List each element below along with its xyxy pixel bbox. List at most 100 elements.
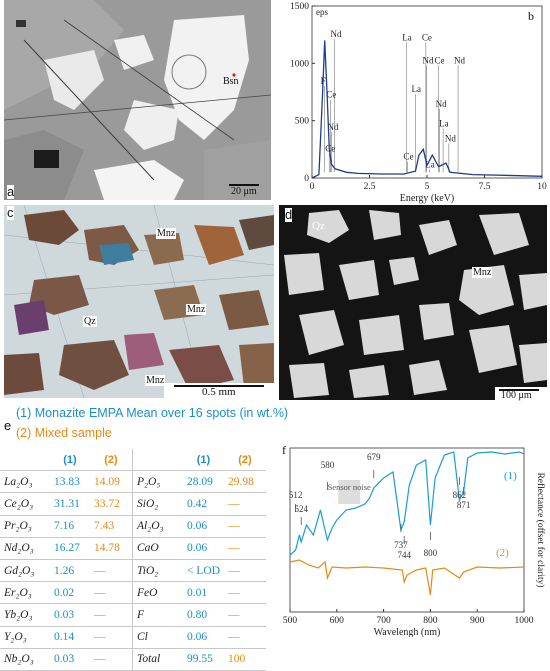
- value-monazite: 0.01: [183, 581, 224, 605]
- annotation-label: 800: [424, 548, 438, 558]
- panel-tag-d: d: [285, 207, 293, 222]
- value-mixed: —: [224, 626, 266, 649]
- value-monazite: 0.02: [50, 581, 90, 605]
- value-monazite: 0.42: [183, 492, 224, 516]
- series-1-line: [289, 451, 525, 556]
- oxide-name: Gd₂O₃: [0, 559, 50, 583]
- value-monazite: 13.83: [50, 470, 90, 494]
- annotation-label: 512: [289, 490, 303, 500]
- series-2-label: (2): [496, 547, 509, 559]
- plot-area: [289, 447, 525, 613]
- bsn-label: Bsn: [223, 76, 239, 87]
- oxide-name: TiO₂: [132, 559, 183, 583]
- reflectance-chart: 500 600 700 800 900 1000 Wavelengh (nm) Reflect…: [282, 443, 546, 638]
- table-row: Er₂O₃ 0.02— FeO 0.01—: [0, 581, 266, 605]
- y-tick-label: 500: [295, 117, 310, 127]
- peak-label: La: [425, 160, 435, 170]
- panel-c-optical-image: Mnz Mnz Qz Mnz 0.5 mm c: [3, 204, 275, 399]
- value-monazite: 31.31: [50, 492, 90, 516]
- table-row: Y₂O₃ 0.14— Cl 0.06—: [0, 626, 266, 649]
- value-mixed: 7.43: [90, 515, 133, 538]
- x-tick-label: 10: [537, 182, 547, 192]
- peak-label: Nd: [328, 122, 339, 132]
- x-tick-label: 1000: [515, 616, 534, 626]
- oxide-name: Al₂O₃: [132, 515, 183, 538]
- value-monazite: 16.27: [50, 537, 90, 560]
- value-monazite: 0.06: [183, 626, 224, 649]
- spectrum-line: [311, 40, 543, 179]
- scale-bar-d: [499, 389, 539, 391]
- panel-a-bse-image: Bsn 20 μm a: [3, 0, 272, 200]
- oxide-name: Pr₂O₃: [0, 515, 50, 538]
- value-mixed: —: [90, 626, 133, 649]
- oxide-name: Cl: [132, 626, 183, 649]
- value-mixed: —: [90, 648, 133, 671]
- peak-label: Nd: [436, 99, 447, 109]
- value-mixed: —: [90, 603, 133, 627]
- annotation-label: 737: [394, 540, 408, 550]
- bse-image-a: [3, 0, 272, 200]
- col-header-2-right: (2): [224, 449, 266, 472]
- series-1-label: (1): [504, 470, 517, 482]
- value-monazite: 0.80: [183, 603, 224, 627]
- panel-tag-b: b: [528, 9, 534, 23]
- table-row: Nb₂O₃ 0.03— Total 99.55 100: [0, 648, 266, 671]
- table-row: Nd₂O₃ 16.27 14.78 CaO 0.06—: [0, 537, 266, 560]
- oxide-name: F: [132, 603, 183, 627]
- value-monazite: 0.03: [50, 603, 90, 627]
- oxide-name: SiO₂: [132, 492, 183, 516]
- oxide-name: Y₂O₃: [0, 626, 50, 649]
- oxide-name: Nd₂O₃: [0, 537, 50, 560]
- table-row: Yb₂O₃ 0.03— F 0.80—: [0, 603, 266, 627]
- x-tick-label: 5: [425, 182, 430, 192]
- legend-monazite-empa: (1) Monazite EMPA Mean over 16 spots (in…: [16, 406, 289, 420]
- value-monazite: 28.09: [183, 470, 224, 494]
- panel-d-bse-grains: Qz Mnz 100 μm d: [279, 205, 547, 401]
- panel-tag-a: a: [7, 184, 15, 199]
- peak-label: Nd: [423, 55, 434, 65]
- composition-table: (1) (2) (1) (2) La₂O₃ 13.83 14.09 P₂O₅ 28.09…: [0, 449, 266, 671]
- x-axis-label: Energy (keV): [400, 193, 455, 204]
- mnz-label-c3: Mnz: [145, 375, 166, 386]
- value-monazite: < LOD: [183, 559, 224, 583]
- value-mixed: 100: [224, 648, 266, 671]
- oxide-name: Yb₂O₃: [0, 603, 50, 627]
- table-row: Ce₂O₃ 31.31 33.72 SiO₂ 0.42—: [0, 492, 266, 516]
- value-monazite: 7.16: [50, 515, 90, 538]
- oxide-name: Er₂O₃: [0, 581, 50, 605]
- sensor-noise-label: Sensor noise: [328, 482, 371, 492]
- table-row: La₂O₃ 13.83 14.09 P₂O₅ 28.09 29.98: [0, 470, 266, 494]
- legend-mixed-sample: (2) Mixed sample: [16, 426, 112, 440]
- x-tick-label: 7.5: [479, 182, 491, 192]
- value-monazite: 0.06: [183, 515, 224, 538]
- sensor-noise-box: [338, 480, 361, 504]
- panel-tag-f: f: [282, 443, 286, 457]
- table-row: Pr₂O₃ 7.16 7.43 Al₂O₃ 0.06—: [0, 515, 266, 538]
- table-row: Gd₂O₃ 1.26— TiO₂ < LOD —: [0, 559, 266, 583]
- x-tick-label: 500: [283, 616, 298, 626]
- value-mixed: 14.78: [90, 537, 133, 560]
- peak-label: La: [439, 118, 449, 128]
- panel-tag-c: c: [7, 205, 14, 220]
- value-monazite: 0.06: [183, 537, 224, 560]
- bse-image-d: [279, 205, 547, 400]
- oxide-name: Nb₂O₃: [0, 648, 50, 671]
- col-header-1-right: (1): [183, 449, 224, 472]
- mnz-label-d: Mnz: [472, 267, 493, 278]
- panel-b-eds-spectrum: 0 2.5 5 7.5 10 0 500 1000 1500 Energy (keV) eps Nd F…: [276, 0, 550, 205]
- peak-label: La: [402, 32, 412, 42]
- scale-bar-c: [174, 385, 264, 387]
- col-header-2-left: (2): [90, 449, 133, 472]
- y-tick-label: 0: [304, 174, 309, 184]
- value-mixed: —: [224, 537, 266, 560]
- y-tick-label: 1500: [290, 2, 309, 12]
- peak-label: Nd: [445, 133, 456, 143]
- value-mixed: —: [90, 559, 133, 583]
- value-mixed: —: [90, 581, 133, 605]
- col-header-1-left: (1): [50, 449, 90, 472]
- value-mixed: —: [224, 581, 266, 605]
- mnz-label-c1: Mnz: [156, 228, 177, 239]
- peak-label: Ce: [403, 152, 413, 162]
- value-mixed: 33.72: [90, 492, 133, 516]
- peak-label: Ce: [325, 144, 335, 154]
